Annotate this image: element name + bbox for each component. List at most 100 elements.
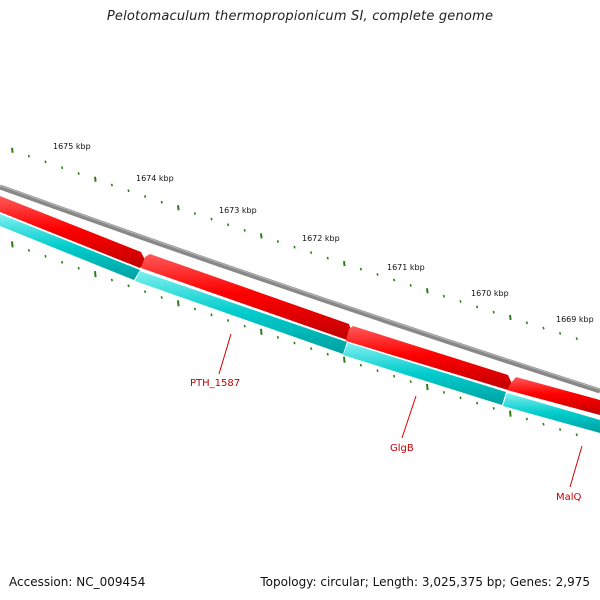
tick-mark — [243, 324, 246, 328]
ruler-label: 1672 kbp — [302, 234, 340, 243]
cds-reverse-1[interactable] — [0, 214, 140, 280]
tick-mark — [127, 189, 130, 193]
tick-mark — [210, 313, 213, 317]
tick-mark — [409, 380, 412, 383]
tick-mark — [227, 223, 230, 227]
tick-mark — [343, 356, 346, 363]
tick-mark — [177, 205, 180, 211]
tick-mark — [509, 410, 512, 417]
tick-mark — [110, 183, 113, 187]
tick-mark — [426, 383, 429, 391]
tick-mark — [542, 326, 545, 330]
tick-mark — [77, 172, 80, 175]
ruler-label: 1669 kbp — [556, 315, 594, 324]
gene-label-glgb[interactable]: GlgB — [390, 443, 414, 454]
tick-mark — [193, 212, 196, 215]
tick-mark — [575, 433, 578, 437]
tick-mark — [276, 336, 279, 339]
accession-text: Accession: NC_009454 — [9, 575, 146, 589]
tick-mark — [310, 347, 313, 350]
tick-mark — [127, 284, 130, 288]
tick-mark — [393, 374, 396, 378]
tick-mark — [11, 147, 14, 153]
tick-mark — [144, 195, 147, 198]
tick-mark — [359, 267, 362, 271]
tick-mark — [442, 294, 445, 298]
reverse-strand-track — [0, 214, 600, 433]
tick-mark — [343, 260, 346, 267]
gene-label-pth1587[interactable]: PTH_1587 — [190, 378, 240, 389]
gene-label-malq[interactable]: MalQ — [556, 492, 582, 503]
cds-forward-1[interactable] — [0, 196, 146, 268]
tick-mark — [27, 249, 30, 252]
tick-mark — [492, 310, 495, 314]
tick-mark — [525, 417, 528, 421]
ruler-tick-row — [11, 147, 578, 340]
tick-mark — [293, 245, 296, 249]
tick-mark — [376, 273, 379, 276]
leader-line — [569, 445, 583, 488]
tick-mark — [177, 300, 180, 307]
tick-mark — [575, 337, 578, 340]
tick-mark — [359, 363, 362, 367]
tick-mark — [293, 341, 296, 345]
tick-mark — [160, 296, 163, 299]
cds-reverse-4[interactable] — [503, 393, 600, 433]
ruler-label: 1673 kbp — [219, 206, 257, 215]
ruler-label: 1670 kbp — [471, 289, 509, 298]
cds-forward-3[interactable] — [346, 326, 512, 390]
tick-mark — [509, 314, 512, 321]
lower-tick-row — [11, 241, 578, 437]
tick-mark — [459, 396, 462, 400]
tick-mark — [260, 233, 263, 239]
tick-mark — [542, 422, 545, 426]
tick-mark — [210, 217, 213, 221]
tick-mark — [193, 307, 196, 311]
tick-mark — [442, 391, 445, 394]
tick-mark — [492, 407, 495, 410]
tick-mark — [61, 166, 64, 170]
tick-mark — [559, 332, 562, 335]
ruler-label: 1674 kbp — [136, 174, 174, 183]
tick-mark — [94, 176, 97, 182]
tick-mark — [426, 288, 429, 294]
tick-mark — [27, 154, 30, 158]
tick-mark — [243, 229, 246, 232]
tick-mark — [260, 328, 263, 335]
tick-mark — [376, 369, 379, 373]
tick-mark — [409, 284, 412, 287]
ruler-label: 1671 kbp — [387, 263, 425, 272]
genome-summary-text: Topology: circular; Length: 3,025,375 bp… — [260, 575, 590, 589]
tick-mark — [276, 240, 279, 243]
tick-mark — [44, 254, 47, 258]
tick-mark — [94, 271, 97, 278]
tick-mark — [110, 278, 113, 282]
tick-mark — [559, 428, 562, 431]
leader-line — [218, 333, 232, 375]
gene-labels: PTH_1587 GlgB MalQ — [190, 333, 583, 503]
tick-mark — [459, 300, 462, 303]
tick-mark — [77, 266, 80, 270]
tick-mark — [326, 352, 329, 356]
tick-mark — [525, 321, 528, 325]
map-title: Pelotomaculum thermopropionicum SI, comp… — [106, 9, 494, 24]
tick-mark — [393, 278, 396, 282]
cds-forward-4[interactable] — [507, 377, 600, 415]
genome-backbone — [0, 184, 600, 394]
tick-mark — [61, 260, 64, 264]
tick-mark — [476, 305, 479, 309]
tick-mark — [144, 290, 147, 294]
leader-line — [401, 395, 417, 439]
tick-mark — [11, 241, 14, 248]
cds-reverse-2[interactable] — [135, 271, 347, 354]
cds-forward-2[interactable] — [141, 254, 352, 340]
cds-reverse-3[interactable] — [343, 343, 506, 405]
forward-strand-track — [0, 196, 600, 415]
tick-mark — [227, 319, 230, 322]
tick-mark — [476, 401, 479, 405]
ruler-label: 1675 kbp — [53, 142, 91, 151]
ruler-labels: 1675 kbp 1674 kbp 1673 kbp 1672 kbp 1671… — [53, 142, 594, 324]
tick-mark — [160, 200, 163, 204]
tick-mark — [44, 160, 47, 164]
